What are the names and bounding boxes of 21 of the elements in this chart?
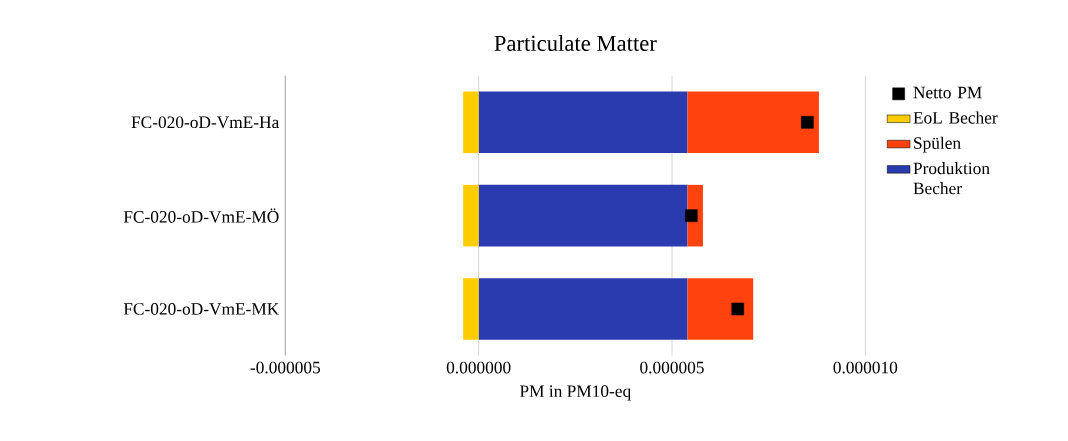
bar: [463, 184, 479, 247]
y-tick-label: FC-020-oD-VmE-MÖ: [123, 208, 279, 223]
legend-label: Produktion Becher: [913, 162, 990, 195]
bar: [478, 91, 688, 154]
legend-label: EoL Becher: [913, 111, 998, 124]
bar: [687, 278, 754, 340]
x-axis-title: PM in PM10-eq: [519, 385, 631, 401]
chart-title: Particulate Matter: [494, 35, 657, 51]
bar: [463, 278, 479, 340]
bar: [687, 91, 819, 154]
bar: [478, 184, 688, 247]
x-tick-label: 0.000000: [446, 361, 511, 374]
x-tick-label: 0.000005: [640, 361, 704, 374]
y-tick-label: FC-020-oD-VmE-MK: [123, 303, 280, 315]
bar: [463, 91, 479, 154]
legend-label: Spülen: [914, 136, 961, 153]
y-tick-label: FC-020-oD-VmE-Ha: [131, 116, 280, 129]
bar: [478, 278, 688, 340]
x-tick-label: 0.000010: [833, 361, 898, 374]
x-tick-label: -0.000005: [250, 361, 321, 374]
legend-label: Netto PM: [913, 86, 982, 99]
